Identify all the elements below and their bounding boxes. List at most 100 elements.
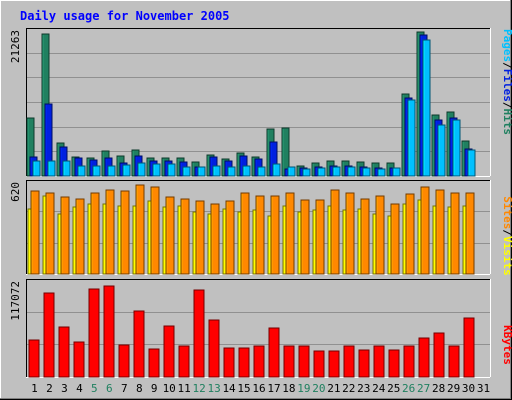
day-label: 30: [462, 382, 475, 395]
bar-sites: [30, 190, 40, 275]
bar-sites: [360, 198, 370, 275]
legend-pages: Pages: [501, 29, 512, 62]
bar-kbytes: [268, 327, 280, 378]
bar-sites: [180, 198, 190, 275]
bar-sites: [120, 190, 130, 275]
day-label: 7: [121, 382, 128, 395]
bar-kbytes: [103, 285, 115, 378]
day-label: 9: [151, 382, 158, 395]
bar-pages: [197, 166, 206, 177]
day-label: 24: [372, 382, 386, 395]
bar-kbytes: [433, 332, 445, 378]
day-label: 6: [106, 382, 113, 395]
day-label: 5: [91, 382, 98, 395]
bar-pages: [362, 167, 371, 177]
bar-pages: [227, 166, 236, 177]
bar-pages: [437, 124, 446, 177]
bar-pages: [62, 160, 71, 177]
bar-pages: [302, 168, 311, 177]
bar-pages: [77, 165, 86, 177]
legend-separator: /: [501, 229, 512, 236]
bar-sites: [450, 192, 460, 275]
legend: Sites/Visits: [501, 196, 512, 276]
day-label: 15: [237, 382, 250, 395]
bar-pages: [332, 166, 341, 177]
bar-pages: [377, 168, 386, 177]
bar-sites: [210, 203, 220, 275]
bar-pages: [452, 119, 461, 177]
bar-kbytes: [133, 310, 145, 378]
bar-sites: [435, 189, 445, 275]
bar-kbytes: [343, 345, 355, 378]
bar-pages: [47, 160, 56, 177]
ymax-label: 117072: [9, 281, 22, 321]
legend: KBytes: [501, 325, 512, 365]
bar-kbytes: [463, 317, 475, 378]
bar-sites: [300, 199, 310, 275]
day-label: 20: [312, 382, 325, 395]
day-label: 13: [207, 382, 220, 395]
bar-kbytes: [298, 345, 310, 378]
day-label: 1: [31, 382, 38, 395]
bar-pages: [92, 165, 101, 177]
bar-kbytes: [403, 345, 415, 378]
day-label: 16: [252, 382, 265, 395]
day-label: 4: [76, 382, 83, 395]
legend-separator: /: [501, 102, 512, 109]
bar-sites: [60, 196, 70, 275]
bar-pages: [422, 39, 431, 177]
day-label: 22: [342, 382, 355, 395]
bar-kbytes: [253, 345, 265, 378]
day-label: 11: [178, 382, 191, 395]
bar-kbytes: [73, 341, 85, 378]
day-label: 23: [357, 382, 370, 395]
bar-pages: [107, 165, 116, 177]
day-label: 26: [402, 382, 415, 395]
bar-sites: [45, 192, 55, 275]
day-label: 31: [477, 382, 490, 395]
bar-sites: [285, 192, 295, 275]
bar-kbytes: [43, 292, 55, 378]
bar-kbytes: [238, 347, 250, 378]
bar-pages: [212, 165, 221, 177]
bar-kbytes: [163, 325, 175, 378]
bar-sites: [225, 200, 235, 275]
bar-pages: [122, 164, 131, 177]
legend-separator: /: [501, 62, 512, 69]
bar-pages: [152, 163, 161, 177]
bar-sites: [240, 192, 250, 275]
legend-files: Files: [501, 69, 512, 102]
ymax-label: 21263: [9, 30, 22, 63]
bar-pages: [287, 166, 296, 177]
bar-pages: [272, 163, 281, 177]
bar-kbytes: [88, 288, 100, 378]
bar-pages: [137, 162, 146, 177]
day-label: 12: [193, 382, 206, 395]
day-label: 18: [282, 382, 295, 395]
bar-pages: [347, 166, 356, 177]
bar-sites: [75, 198, 85, 275]
bar-sites: [420, 186, 430, 275]
bar-kbytes: [28, 339, 40, 378]
bar-kbytes: [58, 326, 70, 378]
bar-sites: [345, 192, 355, 275]
bar-pages: [167, 163, 176, 177]
bar-sites: [135, 184, 145, 275]
bar-sites: [465, 192, 475, 275]
bar-kbytes: [328, 350, 340, 378]
day-label: 29: [447, 382, 460, 395]
bar-kbytes: [118, 344, 130, 378]
bar-kbytes: [178, 345, 190, 378]
bar-kbytes: [373, 345, 385, 378]
bar-kbytes: [193, 289, 205, 378]
bar-sites: [255, 195, 265, 275]
bar-kbytes: [448, 345, 460, 378]
day-label: 27: [417, 382, 430, 395]
ymax-label: 620: [9, 182, 22, 202]
bar-kbytes: [283, 345, 295, 378]
legend-kbytes: KBytes: [501, 325, 512, 365]
bar-sites: [90, 192, 100, 275]
day-label: 2: [46, 382, 53, 395]
day-label: 28: [432, 382, 445, 395]
